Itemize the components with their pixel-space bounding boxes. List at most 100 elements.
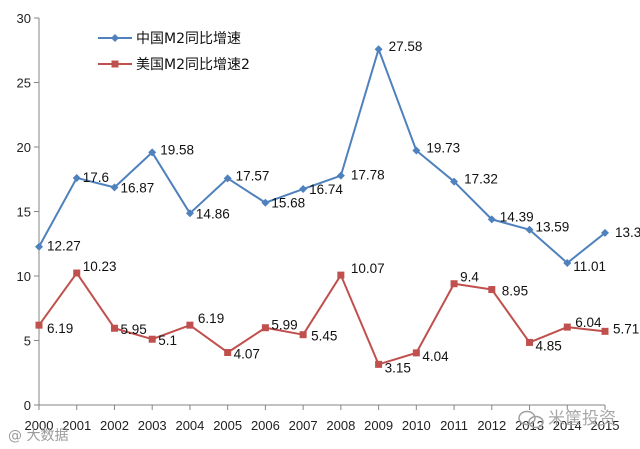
data-point-marker <box>601 228 609 237</box>
data-label: 4.04 <box>422 349 449 364</box>
data-label: 3.15 <box>385 360 411 375</box>
data-label: 10.07 <box>351 261 385 276</box>
data-point-marker <box>110 183 119 192</box>
y-tick-label: 5 <box>24 334 31 349</box>
x-tick-label: 2001 <box>62 418 91 433</box>
x-tick-label: 2013 <box>515 418 544 433</box>
data-point-marker <box>601 327 609 335</box>
data-label: 14.39 <box>500 209 534 224</box>
watermark-bottom-left: @ 大数据 <box>8 428 68 444</box>
data-point-marker <box>148 335 156 343</box>
data-label: 4.85 <box>536 338 562 353</box>
x-tick-label: 2005 <box>213 418 242 433</box>
data-point-marker <box>110 324 118 332</box>
y-tick-label: 30 <box>17 11 31 26</box>
data-label: 13.34 <box>615 225 640 240</box>
data-label: 5.71 <box>613 321 639 336</box>
data-label: 6.19 <box>47 321 73 336</box>
data-label: 6.04 <box>575 315 602 330</box>
x-tick-label: 2002 <box>100 418 129 433</box>
data-point-marker <box>450 177 459 186</box>
data-label: 15.68 <box>271 196 305 211</box>
data-label: 17.78 <box>351 168 385 183</box>
y-tick-label: 20 <box>17 140 31 155</box>
series-line-us-m2 <box>38 272 606 366</box>
data-point-marker <box>261 198 270 207</box>
data-point-marker <box>185 209 194 218</box>
wechat-icon <box>518 410 544 429</box>
data-point-marker <box>375 360 383 368</box>
data-label: 17.6 <box>83 170 109 185</box>
data-label: 27.58 <box>389 39 423 54</box>
legend-label: 美国M2同比增速2 <box>136 57 250 73</box>
x-tick-label: 2015 <box>591 418 620 433</box>
y-tick-label: 10 <box>17 269 31 284</box>
x-tick-label: 2014 <box>553 418 582 433</box>
series-line-china-m2 <box>38 48 606 264</box>
data-point-marker <box>412 349 420 357</box>
data-point-marker <box>299 331 307 339</box>
data-point-marker <box>488 286 496 294</box>
data-point-marker <box>35 242 43 251</box>
data-label: 5.1 <box>158 333 177 348</box>
data-label: 10.23 <box>83 259 117 274</box>
data-label: 5.99 <box>271 318 297 333</box>
x-tick-label: 2010 <box>402 418 431 433</box>
data-point-marker <box>374 45 383 54</box>
data-point-marker <box>336 171 345 180</box>
data-point-marker <box>35 321 43 329</box>
data-label: 6.19 <box>198 311 224 326</box>
data-point-marker <box>72 173 81 182</box>
series-layer <box>35 45 609 368</box>
data-label: 16.87 <box>120 180 154 195</box>
data-label: 16.74 <box>309 182 343 197</box>
x-tick-label: 2000 <box>25 418 54 433</box>
x-tick-label: 2007 <box>289 418 318 433</box>
watermark-bottom-right: 米筐投资 <box>548 409 616 429</box>
data-point-marker <box>223 174 232 183</box>
data-label: 17.32 <box>464 172 498 187</box>
data-label: 5.95 <box>120 322 146 337</box>
data-label: 17.57 <box>236 168 270 183</box>
legend-label: 中国M2同比增速 <box>136 31 241 47</box>
data-point-marker <box>261 324 269 332</box>
x-tick-label: 2011 <box>440 418 468 433</box>
x-tick-label: 2009 <box>364 418 393 433</box>
data-point-marker <box>299 185 308 194</box>
data-label: 19.73 <box>426 140 460 155</box>
x-tick-label: 2012 <box>477 418 506 433</box>
data-point-marker <box>337 271 345 279</box>
data-point-marker <box>563 258 572 267</box>
data-point-marker <box>186 321 194 329</box>
data-point-marker <box>412 146 421 155</box>
data-label: 4.07 <box>234 346 260 361</box>
data-label: 19.58 <box>160 142 194 157</box>
watermark: @ 大数据 米筐投资 <box>8 409 616 444</box>
y-tick-label: 0 <box>24 398 31 413</box>
x-tick-label: 2006 <box>251 418 280 433</box>
data-point-marker <box>563 323 571 331</box>
legend-marker <box>111 34 119 42</box>
data-point-marker <box>487 215 496 224</box>
y-tick-label: 15 <box>17 205 31 220</box>
data-point-marker <box>525 225 534 234</box>
data-label: 12.27 <box>47 239 81 254</box>
x-tick-label: 2003 <box>138 418 167 433</box>
data-point-marker <box>450 280 458 288</box>
data-point-marker <box>148 148 157 157</box>
data-label: 9.4 <box>460 270 479 285</box>
data-point-marker <box>526 338 534 346</box>
x-tick-label: 2008 <box>326 418 355 433</box>
data-label: 8.95 <box>502 284 528 299</box>
y-tick-label: 25 <box>17 76 31 91</box>
data-label: 14.86 <box>196 206 230 221</box>
data-label: 11.01 <box>573 259 606 274</box>
x-tick-label: 2004 <box>175 418 204 433</box>
legend-marker <box>111 60 119 68</box>
data-point-marker <box>224 348 232 356</box>
data-label: 13.59 <box>536 220 570 235</box>
data-label: 5.45 <box>311 329 337 344</box>
